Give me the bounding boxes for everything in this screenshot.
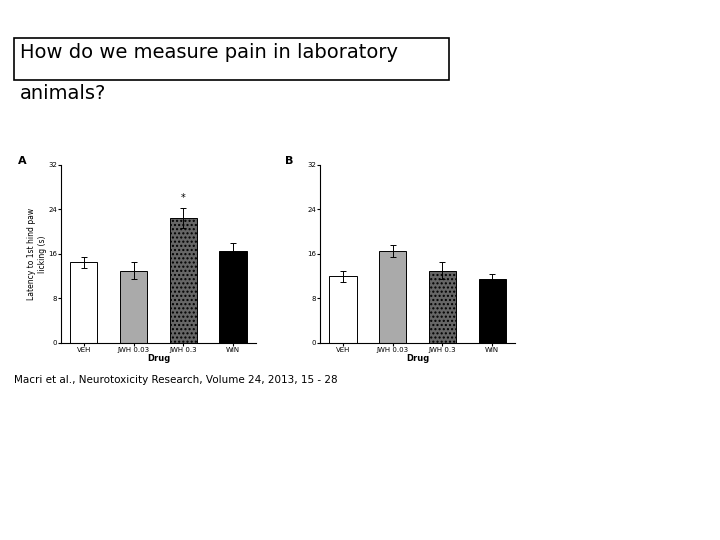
Text: A: A xyxy=(19,156,27,166)
Text: *: * xyxy=(181,193,186,203)
Bar xyxy=(329,276,356,343)
Y-axis label: Latency to 1st hind paw
licking (s): Latency to 1st hind paw licking (s) xyxy=(27,208,47,300)
Bar xyxy=(14,38,449,80)
Text: B: B xyxy=(285,156,294,166)
X-axis label: Drug: Drug xyxy=(406,354,429,363)
Bar xyxy=(429,271,456,343)
Text: How do we measure pain in laboratory: How do we measure pain in laboratory xyxy=(20,43,398,62)
Text: animals?: animals? xyxy=(20,84,107,103)
Bar xyxy=(220,251,247,343)
Bar xyxy=(479,279,506,343)
Text: Macri et al., Neurotoxicity Research, Volume 24, 2013, 15 - 28: Macri et al., Neurotoxicity Research, Vo… xyxy=(14,375,338,385)
Bar xyxy=(70,262,97,343)
Bar xyxy=(170,218,197,343)
Bar xyxy=(120,271,147,343)
Bar xyxy=(379,251,406,343)
X-axis label: Drug: Drug xyxy=(147,354,170,363)
